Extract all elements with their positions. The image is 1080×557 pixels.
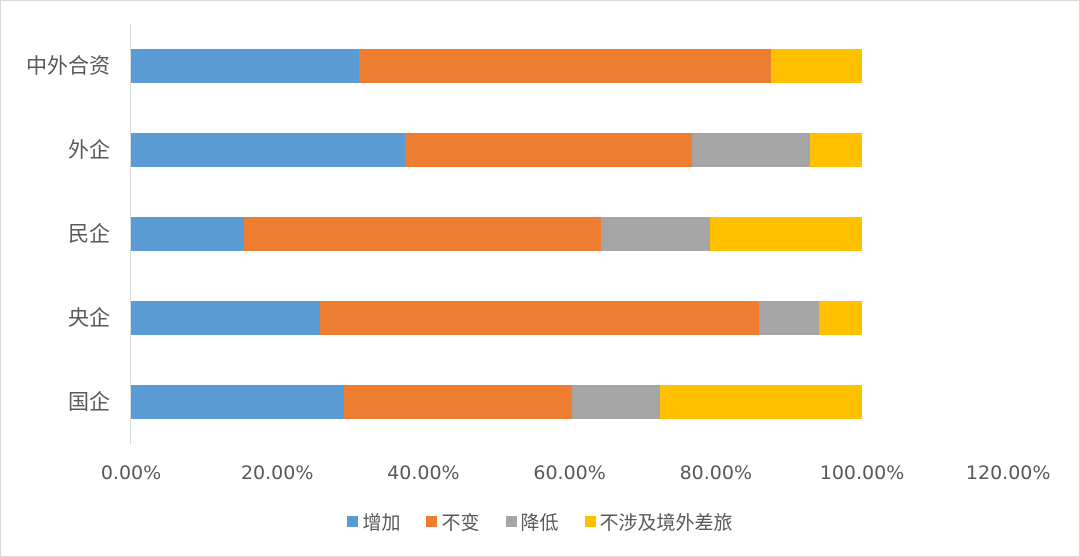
legend-label: 降低	[520, 512, 559, 534]
y-axis-line	[130, 24, 131, 444]
bar-segment	[692, 133, 811, 167]
bar-segment	[131, 217, 245, 251]
legend-item: 不变	[426, 508, 480, 535]
bar-row	[131, 301, 862, 335]
category-label: 民企	[68, 222, 110, 246]
bar-row	[131, 49, 862, 83]
bar-row	[131, 217, 862, 251]
bar-segment	[320, 301, 759, 335]
tick-label: 0.00%	[100, 462, 162, 484]
tick-label: 40.00%	[387, 462, 460, 484]
bar-segment	[131, 301, 321, 335]
category-label: 外企	[68, 138, 110, 162]
legend-item: 降低	[505, 508, 559, 535]
legend-swatch-icon	[584, 516, 596, 527]
tick-label: 60.00%	[533, 462, 606, 484]
bar-segment	[405, 133, 693, 167]
legend-swatch-icon	[426, 516, 438, 527]
bar-segment	[818, 301, 862, 335]
category-label: 央企	[68, 306, 110, 330]
bar-segment	[131, 133, 406, 167]
plot-area	[131, 24, 1008, 444]
bar-segment	[359, 49, 771, 83]
bar-segment	[810, 133, 862, 167]
legend-label: 不变	[441, 512, 480, 534]
bar-segment	[344, 385, 572, 419]
legend-swatch-icon	[505, 516, 517, 527]
category-label: 国企	[68, 390, 110, 414]
bar-row	[131, 385, 862, 419]
tick-label: 100.00%	[819, 462, 905, 484]
legend-swatch-icon	[347, 516, 359, 527]
bar-segment	[131, 385, 345, 419]
bar-segment	[709, 217, 862, 251]
bar-segment	[601, 217, 710, 251]
bar-segment	[131, 49, 360, 83]
bar-segment	[244, 217, 602, 251]
legend-label: 增加	[362, 512, 401, 534]
bar-segment	[758, 301, 819, 335]
bar-segment	[571, 385, 661, 419]
category-label: 中外合资	[26, 54, 110, 78]
bar-segment	[660, 385, 862, 419]
legend-label: 不涉及境外差旅	[599, 512, 733, 534]
legend-item: 不涉及境外差旅	[584, 508, 733, 535]
tick-label: 120.00%	[965, 462, 1051, 484]
legend: 增加 不变 降低 不涉及境外差旅	[0, 508, 1080, 535]
bar-segment	[770, 49, 862, 83]
tick-label: 80.00%	[679, 462, 753, 484]
bar-row	[131, 133, 862, 167]
legend-item: 增加	[347, 508, 400, 535]
tick-label: 20.00%	[240, 462, 314, 484]
